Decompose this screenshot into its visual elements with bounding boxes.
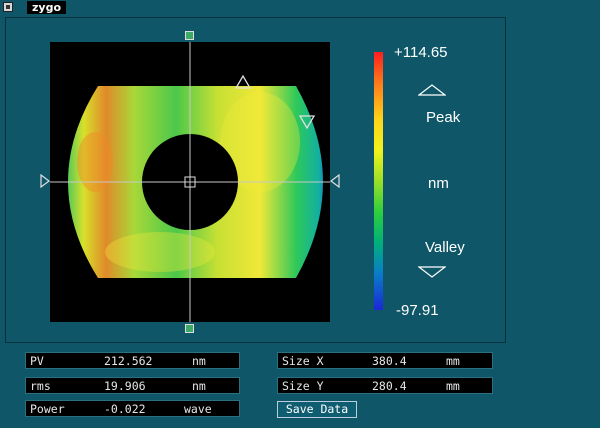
title-bar: zygo — [0, 0, 600, 15]
size-x-unit: mm — [446, 354, 460, 368]
scale-min-value: -97.91 — [396, 302, 439, 319]
color-scale-bar — [374, 52, 383, 310]
unit-label: nm — [428, 175, 449, 192]
rms-readout: rms 19.906 nm — [25, 377, 240, 394]
surface-map-plot — [50, 42, 330, 322]
crosshair-handle-bottom[interactable] — [185, 324, 194, 333]
surface-map-panel — [5, 17, 506, 343]
power-readout: Power -0.022 wave — [25, 400, 240, 417]
power-unit: wave — [184, 402, 212, 416]
rms-value: 19.906 — [104, 379, 146, 393]
valley-label: Valley — [425, 239, 465, 256]
crosshair-handle-right[interactable] — [330, 174, 340, 188]
peak-arrow-icon — [418, 84, 446, 96]
pv-unit: nm — [192, 354, 206, 368]
power-value: -0.022 — [104, 402, 146, 416]
size-x-value: 380.4 — [372, 354, 407, 368]
pv-value: 212.562 — [104, 354, 153, 368]
size-y-readout: Size Y 280.4 mm — [277, 377, 493, 394]
pv-label: PV — [30, 354, 44, 368]
pv-readout: PV 212.562 nm — [25, 352, 240, 369]
power-label: Power — [30, 402, 65, 416]
size-y-unit: mm — [446, 379, 460, 393]
size-x-label: Size X — [282, 354, 324, 368]
rms-unit: nm — [192, 379, 206, 393]
scale-max-value: +114.65 — [394, 44, 448, 61]
valley-arrow-icon — [418, 266, 446, 278]
size-y-value: 280.4 — [372, 379, 407, 393]
save-data-button[interactable]: Save Data — [277, 401, 357, 418]
size-x-readout: Size X 380.4 mm — [277, 352, 493, 369]
peak-label: Peak — [426, 109, 461, 126]
window-menu-icon[interactable] — [3, 2, 13, 12]
crosshair-handle-left[interactable] — [40, 174, 50, 188]
rms-label: rms — [30, 379, 51, 393]
app-title: zygo — [27, 1, 67, 14]
crosshair-handle-top[interactable] — [185, 31, 194, 40]
size-y-label: Size Y — [282, 379, 324, 393]
surface-map[interactable] — [50, 42, 330, 322]
